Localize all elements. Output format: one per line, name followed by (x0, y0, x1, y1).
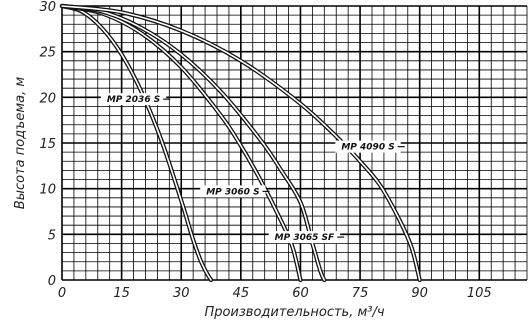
y-tick-label: 30 (39, 0, 56, 15)
x-tick-label: 105 (467, 286, 492, 301)
y-tick-label: 0 (48, 274, 56, 289)
x-axis-ticks: 0 15 30 45 60 75 90 105 (58, 286, 492, 301)
y-tick-label: 20 (39, 91, 56, 106)
curve-label-background (335, 140, 401, 153)
curve-label-mp-4090-s: MP 4090 S (335, 140, 405, 153)
x-tick-label: 15 (113, 286, 130, 301)
curve-label-text: MP 2036 S (107, 95, 160, 105)
x-tick-label: 90 (411, 286, 428, 301)
y-tick-label: 25 (39, 46, 56, 61)
curve-label-background (100, 93, 167, 106)
x-axis-label: Производительность, м³/ч (204, 305, 384, 320)
x-tick-label: 45 (233, 286, 250, 301)
y-tick-label: 10 (39, 183, 56, 198)
curve-label-mp-3060-s: MP 3060 S (200, 185, 270, 198)
curve-label-text: MP 4090 S (341, 143, 394, 153)
x-tick-label: 30 (173, 286, 190, 301)
curve-label-mp-3065-sf: MP 3065 SF (268, 231, 345, 244)
x-tick-label: 0 (58, 286, 66, 301)
curve-label-mp-2036-s: MP 2036 S (100, 93, 171, 106)
curve-label-background (200, 185, 266, 198)
curve-mp-2036-s (61, 5, 212, 281)
y-tick-label: 5 (48, 228, 56, 243)
curve-labels: MP 2036 S MP 3060 S MP 3065 SF MP 4090 S (100, 93, 405, 244)
x-tick-label: 75 (352, 286, 369, 301)
curve-label-background (268, 231, 341, 244)
y-axis-label: Высота подъема, м (13, 77, 28, 210)
curve-mp-3065-sf (61, 5, 326, 281)
curve-label-text: MP 3060 S (206, 187, 259, 197)
y-tick-label: 15 (39, 137, 56, 152)
x-tick-label: 60 (292, 286, 309, 301)
y-axis-ticks: 0 5 10 15 20 25 30 (39, 0, 56, 289)
curve-mp-4090-s (61, 5, 421, 281)
curve-label-text: MP 3065 SF (275, 233, 335, 243)
